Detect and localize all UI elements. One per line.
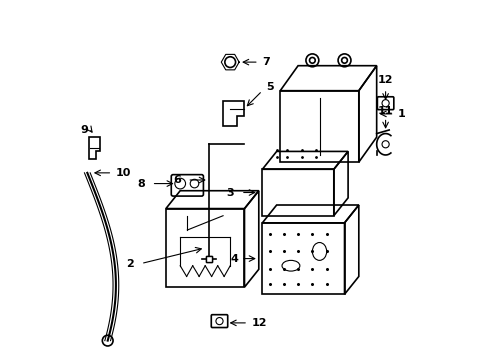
- Text: 12: 12: [377, 75, 392, 85]
- Text: 11: 11: [377, 106, 392, 116]
- Text: 12: 12: [251, 318, 266, 328]
- Text: 5: 5: [265, 82, 273, 92]
- Text: 2: 2: [126, 258, 134, 269]
- Text: 10: 10: [116, 168, 131, 178]
- Text: 7: 7: [262, 57, 269, 67]
- Text: 6: 6: [173, 175, 181, 185]
- Text: 8: 8: [137, 179, 145, 189]
- Text: 1: 1: [397, 109, 405, 119]
- Text: 9: 9: [80, 125, 88, 135]
- Text: 3: 3: [226, 188, 234, 198]
- Text: 4: 4: [230, 253, 238, 264]
